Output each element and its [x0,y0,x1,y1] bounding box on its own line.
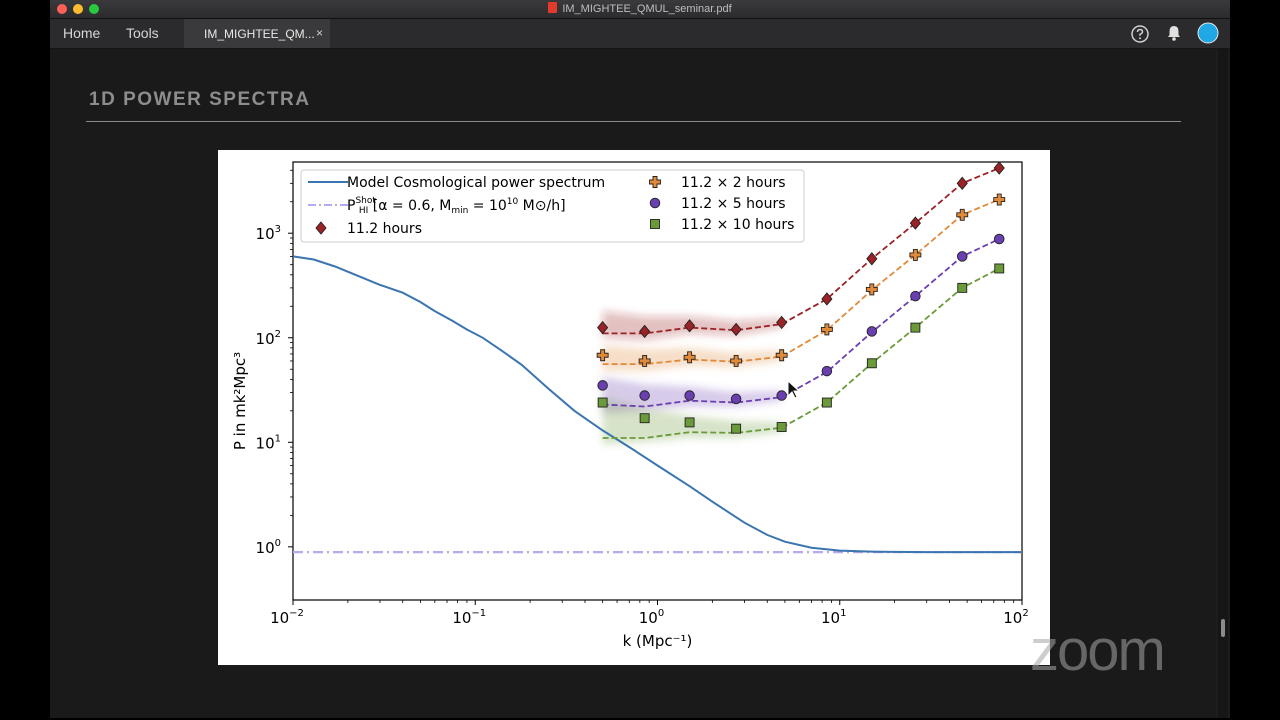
data-point-1-7 [909,248,922,261]
title-bar: IM_MIGHTEE_QMUL_seminar.pdf [50,0,1230,19]
series-model-line-3 [602,267,1000,439]
data-point-2-2 [684,390,695,401]
data-point-3-9 [994,263,1005,274]
window-title-label: IM_MIGHTEE_QMUL_seminar.pdf [562,3,732,15]
data-point-2-8 [956,251,968,262]
power-spectrum-figure: 10−2 10−1 100 101 102 100 101 102 103 k (Mpc⁻¹) P … [218,150,1050,665]
home-tab[interactable]: Home [63,25,101,41]
x-tick-label-3: 101 [821,608,846,627]
y-tick-label-0: 100 [256,538,281,557]
x-tick-label-0: 10−2 [270,608,304,627]
data-point-3-6 [866,358,877,369]
document-tab[interactable]: IM_MIGHTEE_QM... × [184,19,330,48]
series-model-line-2 [602,238,1000,408]
data-point-2-1 [639,390,650,401]
data-point-3-8 [957,282,968,293]
minimize-window-button[interactable] [73,4,83,14]
legend-shot-noise-label: PShot HI [α = 0.6, Mmin = 1010 M⊙/h] [347,196,566,216]
chart-legend: Model Cosmological power spectrum PShot HI… [300,169,805,243]
legend-label-3: 11.2 × 2 hours [681,175,786,191]
y-tick-label-1: 101 [256,433,281,452]
x-tick-label-4: 102 [1003,608,1028,627]
data-point-1-8 [956,208,969,221]
close-window-button[interactable] [57,4,67,14]
data-point-3-0 [597,397,608,408]
data-point-2-5 [821,365,833,377]
data-point-0-2 [684,319,696,333]
data-point-1-6 [865,283,878,296]
vertical-scrollbar[interactable] [1218,49,1228,718]
data-point-3-4 [776,422,787,432]
avatar[interactable] [1197,22,1219,44]
toolbar: Home Tools IM_MIGHTEE_QM... × [50,19,1230,49]
document-tab-label: IM_MIGHTEE_QM... [204,27,315,41]
legend-model-label: Model Cosmological power spectrum [347,175,605,191]
series-model-line-1 [602,198,1000,365]
data-point-0-4 [776,315,788,330]
series-model-line-0 [602,167,1000,335]
data-point-1-3 [730,354,743,367]
data-point-0-7 [909,216,921,230]
data-point-1-4 [775,349,788,362]
data-point-3-3 [731,423,742,434]
data-point-2-6 [866,326,878,337]
y-axis-label: P in mk²Mpc³ [231,352,249,450]
mouse-cursor-icon [787,380,801,399]
legend-swatch-4 [649,197,661,209]
bell-icon[interactable] [1166,24,1182,42]
legend-11h-label: 11.2 hours [347,221,422,237]
data-point-0-6 [866,252,878,266]
legend-diamond-swatch [315,221,327,235]
data-point-0-3 [730,322,742,337]
document-canvas: 1D POWER SPECTRA 10−2 10−1 100 101 102 100 101… [50,49,1216,718]
data-point-1-2 [683,351,696,364]
data-point-1-5 [820,323,833,336]
data-point-2-0 [597,380,608,391]
data-point-2-9 [993,233,1005,245]
data-point-0-5 [821,292,833,306]
power-spectrum-chart: 10−2 10−1 100 101 102 100 101 102 103 k (Mpc⁻¹) P … [231,161,1029,650]
slide-heading: 1D POWER SPECTRA [89,89,311,110]
legend-label-5: 11.2 × 10 hours [681,217,794,233]
model-power-spectrum-line [292,255,1022,554]
data-point-0-8 [956,176,968,191]
data-point-3-2 [684,417,695,428]
zoom-watermark: zoom [1030,618,1166,683]
data-point-1-0 [596,349,609,362]
y-tick-label-3: 103 [256,224,281,243]
help-circle-icon[interactable] [1130,24,1150,44]
data-point-0-9 [993,161,1005,175]
x-tick-label-2: 100 [639,608,664,627]
legend-label-4: 11.2 × 5 hours [681,196,786,212]
legend-box [300,169,805,243]
data-point-3-1 [639,413,650,424]
tools-tab[interactable]: Tools [126,25,159,41]
x-axis-label: k (Mpc⁻¹) [623,632,693,650]
y-tick-label-2: 102 [256,329,281,348]
legend-swatch-3 [649,176,661,188]
data-point-0-1 [639,324,651,339]
data-point-2-7 [910,290,921,302]
data-point-2-3 [730,393,742,405]
data-point-1-9 [993,193,1006,206]
legend-swatch-5 [650,219,660,229]
data-point-3-7 [910,322,921,333]
slide-divider [86,121,1181,122]
data-point-1-1 [638,354,651,367]
data-point-0-0 [597,320,609,335]
zoom-window-button[interactable] [89,4,99,14]
x-tick-label-1: 10−1 [452,608,486,627]
scrollbar-thumb[interactable] [1221,619,1225,637]
window-title: IM_MIGHTEE_QMUL_seminar.pdf [50,2,1230,15]
close-tab-icon[interactable]: × [316,26,324,40]
data-point-3-5 [821,397,832,408]
pdf-viewer-window: IM_MIGHTEE_QMUL_seminar.pdf Home Tools I… [50,0,1230,718]
data-point-2-4 [776,390,787,401]
pdf-file-icon [548,2,558,13]
